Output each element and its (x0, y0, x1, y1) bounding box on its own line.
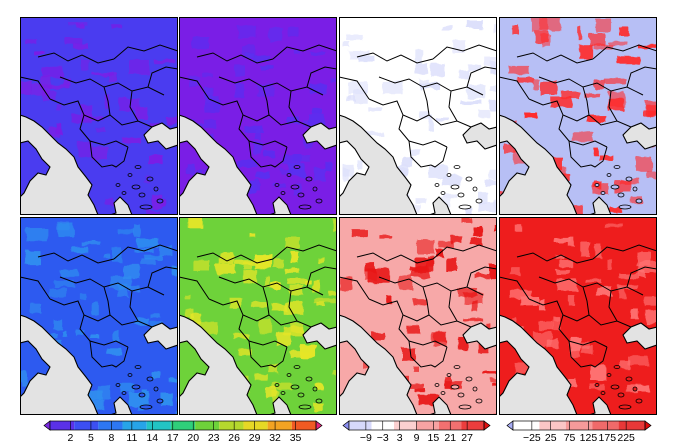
islands (115, 365, 164, 410)
colorbar-tick-label: 2 (68, 432, 74, 444)
panel-frame (339, 17, 497, 215)
colorbar-tick-label: 29 (249, 432, 261, 444)
colorbar-tick-label: 17 (167, 432, 179, 444)
colorbar-segment (98, 421, 123, 430)
colorbar-segment (170, 421, 196, 430)
colorbar-under-triangle (506, 420, 514, 431)
islands (434, 165, 483, 210)
colorbar-tick-label: 125 (580, 432, 598, 444)
colorbar-segment (219, 421, 244, 430)
colorbar-tick-label: 175 (599, 432, 617, 444)
colorbar-segment (243, 421, 268, 430)
colorbar-tick-label: −25 (523, 432, 541, 444)
map-panel-r2-c2 (179, 217, 337, 415)
colorbar-segment (618, 421, 645, 430)
colorbar-segment (539, 421, 566, 430)
coastline (499, 17, 657, 215)
coastline (179, 217, 337, 415)
islands (274, 165, 323, 210)
colorbar-rainbow: 2 5 8 11 14 17 20 23 26 29 32 35 (43, 420, 323, 444)
colorbar-over-triangle (644, 420, 652, 431)
panel-frame (499, 217, 657, 415)
panel-frame (499, 17, 657, 215)
colorbar-tick-label: 14 (146, 432, 158, 444)
colorbar-segment (394, 421, 417, 430)
colorbar-tick-label: 32 (269, 432, 281, 444)
coastline (499, 217, 657, 415)
coastline (20, 17, 178, 215)
colorbar-segment (592, 421, 619, 430)
colorbar-tick-label: 20 (187, 432, 199, 444)
colorbar-tick-label: 15 (428, 432, 440, 444)
colorbar-tick-label: 8 (108, 432, 114, 444)
colorbar-segment (122, 421, 147, 430)
colorbar-over-triangle (315, 420, 323, 431)
colorbar-segment (565, 421, 593, 430)
panel-frame (20, 217, 178, 415)
colorbar-tick-label: 225 (617, 432, 635, 444)
islands (434, 365, 483, 410)
country-borders (339, 244, 497, 368)
coastline (20, 217, 178, 415)
coastline (339, 17, 497, 215)
panel-frame (20, 17, 178, 215)
map-panel-r2-c1 (20, 217, 178, 415)
colorbar-diverging-b: −25 25 75 125 175 225 (506, 420, 652, 444)
colorbar-segment (349, 421, 372, 430)
country-borders (339, 44, 497, 168)
coastline (179, 17, 337, 215)
country-borders (499, 244, 657, 368)
panel-frame (179, 217, 337, 415)
colorbar-segment (74, 421, 99, 430)
colorbar-tick-label: 26 (228, 432, 240, 444)
colorbar-segment (50, 421, 75, 430)
colorbar-segment (146, 421, 171, 430)
colorbar-tick-label: 3 (397, 432, 403, 444)
colorbar-segment (513, 421, 540, 430)
colorbar-row: 2 5 8 11 14 17 20 23 26 29 32 35 −9 −3 3 9 15 21 27 −25 25 75… (43, 420, 652, 444)
colorbar-tick-label: 25 (545, 432, 557, 444)
map-panel-grid (20, 17, 657, 415)
country-borders (20, 244, 178, 368)
islands (594, 365, 643, 410)
colorbar-segment (291, 421, 316, 430)
country-borders (179, 44, 337, 168)
colorbar-tick-label: 23 (208, 432, 220, 444)
colorbar-segment (416, 421, 439, 430)
country-borders (179, 244, 337, 368)
panel-frame (339, 217, 497, 415)
colorbar-tick-label: 27 (461, 432, 473, 444)
map-panel-r2-c4 (499, 217, 657, 415)
country-borders (499, 44, 657, 168)
colorbar-tick-label: 11 (126, 432, 137, 444)
islands (274, 365, 323, 410)
colorbar-diverging-a: −9 −3 3 9 15 21 27 (342, 420, 491, 444)
colorbar-tick-label: −3 (377, 432, 389, 444)
colorbar-tick-label: 21 (444, 432, 456, 444)
colorbar-segment (267, 421, 292, 430)
islands (594, 165, 643, 210)
colorbar-under-triangle (43, 420, 51, 431)
colorbar-segment (195, 421, 220, 430)
colorbar-over-triangle (483, 420, 491, 431)
colorbar-tick-label: 35 (290, 432, 302, 444)
map-panel-r1-c2 (179, 17, 337, 215)
colorbar-tick-label: −9 (360, 432, 372, 444)
map-panel-r2-c3 (339, 217, 497, 415)
islands (115, 165, 164, 210)
coastline (339, 217, 497, 415)
map-panel-r1-c4 (499, 17, 657, 215)
map-panel-r1-c3 (339, 17, 497, 215)
colorbar-under-triangle (342, 420, 350, 431)
map-panel-r1-c1 (20, 17, 178, 215)
colorbar-tick-label: 75 (564, 432, 576, 444)
country-borders (20, 44, 178, 168)
colorbar-segment (461, 421, 484, 430)
colorbar-tick-label: 5 (88, 432, 94, 444)
colorbar-tick-label: 9 (414, 432, 420, 444)
panel-frame (179, 17, 337, 215)
